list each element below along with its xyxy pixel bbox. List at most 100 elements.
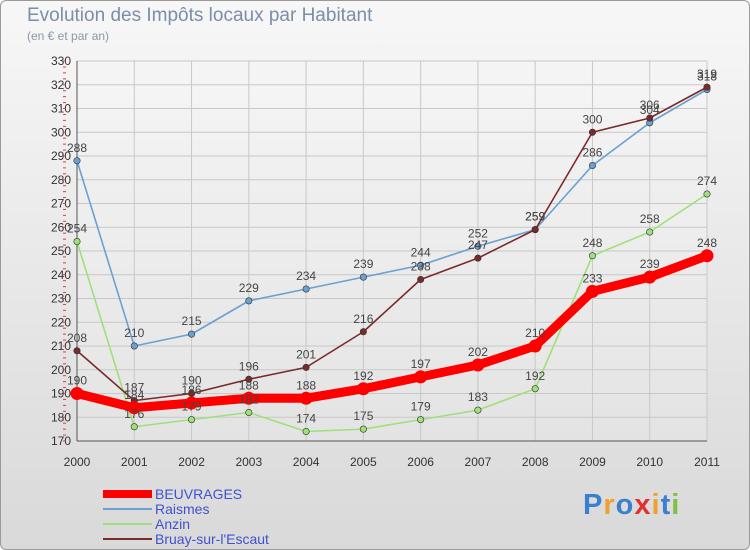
data-label: 247	[468, 238, 488, 252]
chart-subtitle: (en € et par an)	[27, 29, 110, 43]
data-point	[127, 401, 141, 415]
data-point	[703, 190, 711, 198]
x-tick-label: 2002	[178, 455, 205, 469]
y-tick-label: 280	[51, 173, 71, 187]
y-tick-label: 250	[51, 244, 71, 258]
y-tick-label: 170	[51, 434, 71, 448]
data-point	[70, 387, 84, 400]
data-label: 216	[353, 312, 373, 326]
y-tick-label: 240	[51, 268, 71, 282]
y-tick-label: 230	[51, 292, 71, 306]
data-point	[130, 342, 138, 350]
data-label: 187	[124, 381, 144, 395]
data-label: 244	[411, 245, 431, 259]
data-point	[245, 408, 253, 416]
data-label: 318	[697, 70, 717, 84]
data-point	[302, 363, 310, 371]
data-point	[588, 252, 596, 260]
data-label: 239	[353, 257, 373, 271]
data-point	[245, 375, 253, 383]
data-label: 252	[468, 226, 488, 240]
data-point	[531, 226, 539, 234]
legend-label: Raismes	[155, 501, 209, 517]
data-point	[359, 273, 367, 281]
data-point	[359, 425, 367, 433]
series-line-0	[75, 251, 709, 413]
logo-letter: t	[660, 489, 672, 521]
data-label: 286	[582, 146, 602, 160]
data-label: 179	[411, 400, 431, 414]
x-tick-label: 2010	[636, 455, 663, 469]
x-tick-label: 2003	[235, 455, 262, 469]
logo-letter: P	[583, 489, 604, 521]
data-point	[646, 228, 654, 236]
y-tick-label: 190	[51, 387, 71, 401]
y-tick-label: 300	[51, 125, 71, 139]
data-label: 201	[296, 347, 316, 361]
x-tick-label: 2001	[121, 455, 148, 469]
data-label: 258	[640, 212, 660, 226]
data-label: 210	[124, 326, 144, 340]
data-point	[73, 157, 81, 165]
data-point	[417, 416, 425, 424]
data-point	[130, 423, 138, 431]
data-label: 300	[582, 112, 602, 126]
data-label: 259	[525, 210, 545, 224]
legend-label: Bruay-sur-l'Escaut	[155, 531, 269, 547]
data-point	[356, 382, 370, 396]
logo-letter: i	[671, 489, 681, 521]
x-tick-label: 2004	[293, 455, 320, 469]
data-label: 238	[411, 260, 431, 274]
data-label: 254	[67, 222, 87, 236]
data-point	[359, 328, 367, 336]
data-label: 186	[182, 383, 202, 397]
data-point	[474, 406, 482, 414]
data-label: 174	[296, 412, 316, 426]
data-point	[73, 238, 81, 246]
data-label: 179	[182, 400, 202, 414]
data-label: 288	[67, 141, 87, 155]
data-point	[242, 391, 256, 405]
x-tick-label: 2009	[579, 455, 606, 469]
data-point	[643, 270, 657, 284]
proxiti-logo: Proxiti	[583, 489, 680, 522]
x-tick-label: 2006	[407, 455, 434, 469]
y-tick-label: 290	[51, 149, 71, 163]
data-label: 190	[182, 374, 202, 388]
x-tick-label: 2008	[522, 455, 549, 469]
data-label: 196	[239, 359, 259, 373]
data-label: 202	[468, 345, 488, 359]
data-point	[646, 114, 654, 122]
series-line-3	[76, 86, 708, 402]
logo-letter: r	[603, 489, 616, 521]
data-point	[417, 261, 425, 269]
data-label: 229	[239, 281, 259, 295]
data-point	[188, 416, 196, 424]
data-point	[302, 285, 310, 293]
x-tick-label: 2007	[465, 455, 492, 469]
data-label: 319	[697, 67, 717, 81]
data-point	[528, 339, 542, 353]
data-label: 208	[67, 331, 87, 345]
data-label: 188	[239, 378, 259, 392]
data-label: 182	[239, 393, 259, 407]
data-label: 239	[640, 257, 660, 271]
data-label: 234	[296, 269, 316, 283]
series-line-1	[76, 88, 708, 347]
axes: 1701801902002102202302402502602702802903…	[51, 54, 720, 469]
y-tick-label: 200	[51, 363, 71, 377]
data-labels: 288 210 215 229 234 239 244 252 259 286 304 318 254 1…	[67, 67, 717, 425]
y-tick-label: 270	[51, 197, 71, 211]
data-point	[188, 330, 196, 338]
data-label: 210	[525, 326, 545, 340]
y-tick-label: 180	[51, 410, 71, 424]
data-label: 176	[124, 407, 144, 421]
data-label: 304	[640, 103, 660, 117]
data-label: 306	[640, 98, 660, 112]
y-tick-label: 210	[51, 339, 71, 353]
data-point	[417, 275, 425, 283]
data-point	[414, 370, 428, 384]
